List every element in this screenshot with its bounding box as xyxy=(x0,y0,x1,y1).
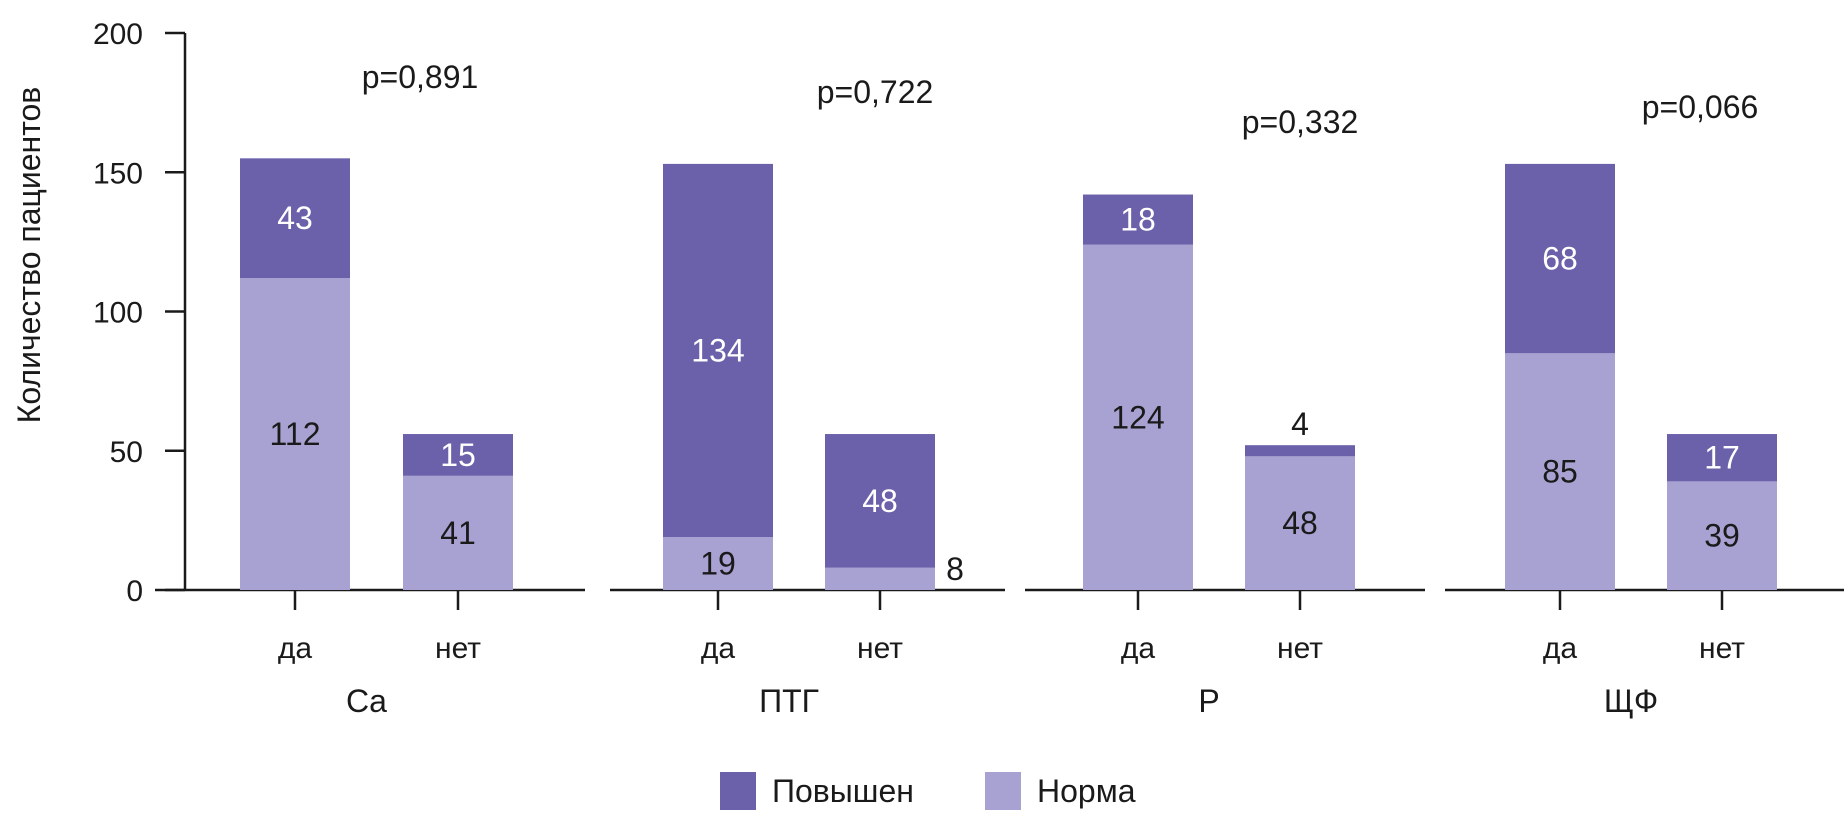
data-label-high: 43 xyxy=(277,200,313,236)
category-label: нет xyxy=(435,632,481,665)
panel-3: 18 124 да 4 48 нет Pp=0,332 xyxy=(1025,104,1425,719)
panel-1: 43 112 да 15 41 нет Ca p=0,891 xyxy=(155,59,585,719)
p-value-annotation: p=0,332 xyxy=(1242,104,1359,140)
category-label: нет xyxy=(1699,632,1745,665)
y-tick-label: 150 xyxy=(93,157,143,190)
y-tick-label: 200 xyxy=(93,18,143,51)
chart-panels: 43 112 да 15 41 нет Ca p=0,891 134 19 да 48 8 нет ПТГ p… xyxy=(155,59,1844,719)
data-label-norm: 85 xyxy=(1542,454,1578,490)
data-label-high: 48 xyxy=(862,483,898,519)
bar-high xyxy=(1083,194,1193,245)
panel-2: 134 19 да 48 8 нет ПТГ p=0,722 xyxy=(610,74,1005,719)
bar-norm xyxy=(1083,244,1193,590)
bar-norm xyxy=(825,567,935,590)
y-tick-label: 100 xyxy=(93,297,143,330)
category-label: нет xyxy=(857,632,903,665)
legend-swatch xyxy=(720,772,756,810)
category-label: да xyxy=(1121,632,1156,665)
bar-norm xyxy=(240,278,350,590)
panel-4: 68 85 да 17 39 нет ЩФ p=0,066 xyxy=(1445,89,1844,719)
data-label-high: 68 xyxy=(1542,241,1578,277)
data-label-norm: 48 xyxy=(1282,505,1318,541)
data-label-norm: 8 xyxy=(946,551,964,587)
bar-high xyxy=(1245,445,1355,457)
data-label-high: 4 xyxy=(1291,406,1309,442)
bar-norm xyxy=(1667,481,1777,590)
category-label: да xyxy=(1543,632,1578,665)
p-value-annotation: p=0,722 xyxy=(817,74,934,110)
bar-high xyxy=(240,158,350,279)
bar-norm xyxy=(1245,456,1355,590)
data-label-norm: 41 xyxy=(440,515,476,551)
p-value-annotation: p=0,891 xyxy=(362,59,479,95)
data-label-high: 15 xyxy=(440,437,476,473)
data-label-high: 17 xyxy=(1704,440,1740,476)
group-label: ЩФ xyxy=(1604,683,1658,719)
bar-norm xyxy=(663,537,773,590)
data-label-norm: 39 xyxy=(1704,518,1740,554)
y-tick-label: 50 xyxy=(110,436,143,469)
category-label: да xyxy=(701,632,736,665)
legend: Повышен Норма xyxy=(720,772,1136,810)
legend-swatch xyxy=(985,772,1021,810)
data-label-high: 18 xyxy=(1120,202,1156,238)
bar-norm xyxy=(1505,353,1615,590)
y-tick-label: 0 xyxy=(126,575,143,608)
bar-high xyxy=(403,434,513,476)
bar-high xyxy=(1667,434,1777,482)
data-label-norm: 124 xyxy=(1111,399,1164,435)
legend-label: Норма xyxy=(1037,773,1136,809)
group-label: Ca xyxy=(346,683,387,719)
bar-high xyxy=(1505,163,1615,354)
group-label: ПТГ xyxy=(759,683,819,719)
bar-norm xyxy=(403,475,513,590)
y-axis: 0 50 100 150 200 xyxy=(93,18,187,608)
data-label-norm: 112 xyxy=(269,416,320,452)
bar-high xyxy=(663,163,773,538)
category-label: нет xyxy=(1277,632,1323,665)
data-label-high: 134 xyxy=(691,332,744,368)
category-label: да xyxy=(278,632,313,665)
y-axis-title: Количество пациентов xyxy=(11,87,47,424)
data-label-norm: 19 xyxy=(700,546,736,582)
legend-label: Повышен xyxy=(772,773,914,809)
group-label: P xyxy=(1198,683,1219,719)
p-value-annotation: p=0,066 xyxy=(1642,89,1759,125)
bar-high xyxy=(825,434,935,568)
